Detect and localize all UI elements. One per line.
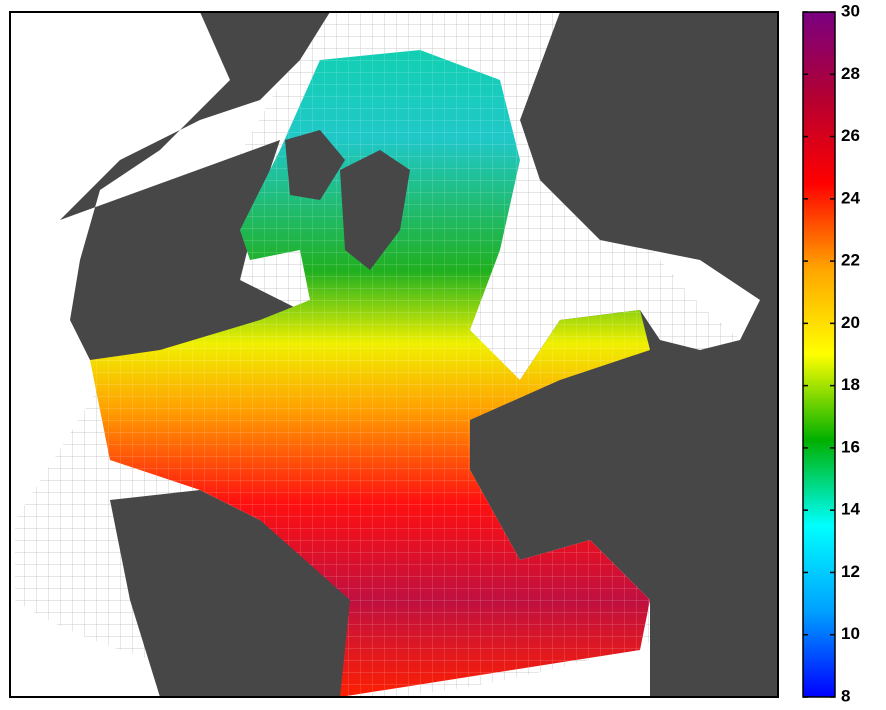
colorbar-tick-label: 8	[841, 686, 850, 705]
colorbar-tick-label: 12	[841, 562, 860, 581]
ocean-grid	[90, 50, 650, 697]
greenland	[340, 150, 410, 270]
colorbar-tick-label: 28	[841, 64, 860, 83]
map-frame	[9, 11, 779, 698]
colorbar-tick-label: 30	[841, 1, 860, 20]
colorbar: 8 10 12 14 16 18 20 22 24 26 28 30	[802, 1, 860, 705]
land	[60, 12, 330, 400]
colorbar-tick-label: 18	[841, 375, 860, 394]
map	[15, 12, 778, 697]
colorbar-tick-label: 26	[841, 126, 860, 145]
colorbar-tick-label: 24	[841, 188, 860, 207]
colorbar-tick-label: 16	[841, 437, 860, 456]
colorbar-tick-label: 22	[841, 251, 860, 270]
arctic-islands	[285, 130, 345, 200]
colorbar-tick-label: 10	[841, 624, 860, 643]
colorbar-gradient	[802, 11, 836, 698]
colorbar-tick-label: 20	[841, 313, 860, 332]
colorbar-tick-label: 14	[841, 500, 860, 519]
